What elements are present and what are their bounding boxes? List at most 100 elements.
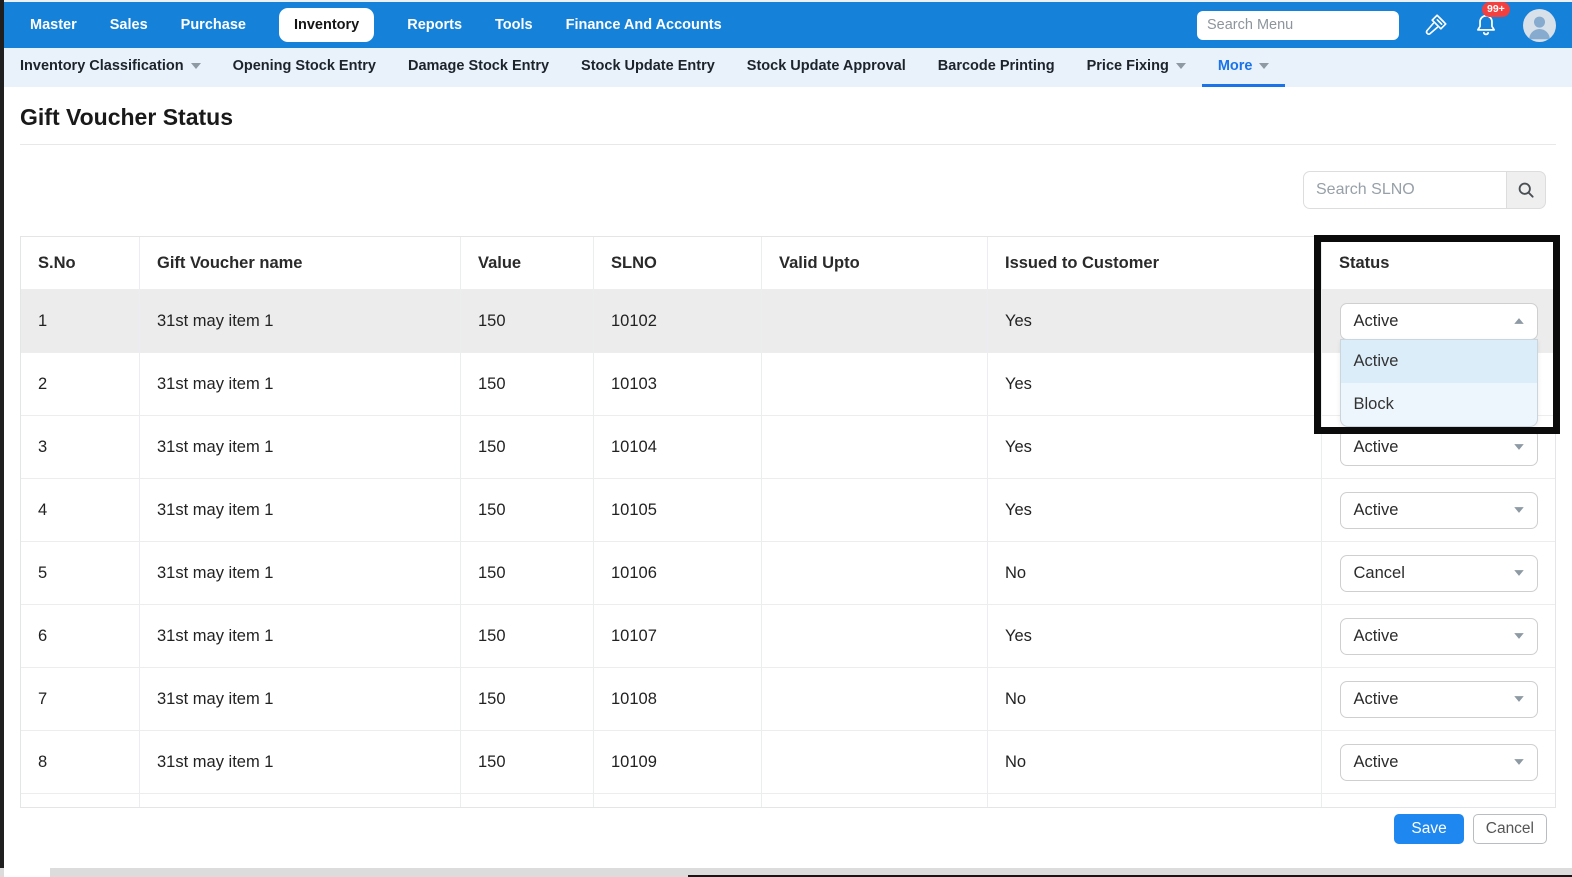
cell-status: Active: [1322, 731, 1555, 793]
cell-valid-upto: [762, 542, 988, 604]
cell-voucher-name: 31st may item 1: [140, 416, 461, 478]
status-select[interactable]: Cancel: [1339, 554, 1538, 592]
frame-bottom-edge: [688, 875, 1572, 877]
subnav-item-opening-stock-entry[interactable]: Opening Stock Entry: [217, 48, 392, 87]
chevron-down-icon: [1513, 633, 1524, 639]
cell-valid-upto: [762, 605, 988, 667]
subnav-item-stock-update-entry[interactable]: Stock Update Entry: [565, 48, 731, 87]
status-select-value: Active: [1353, 689, 1399, 708]
status-select[interactable]: Active: [1339, 680, 1538, 718]
status-select[interactable]: Active: [1339, 743, 1538, 781]
subnav-item-inventory-classification[interactable]: Inventory Classification: [20, 48, 217, 87]
chevron-down-icon: [1513, 570, 1524, 576]
cell-status: Active Active Block: [1322, 290, 1555, 427]
cell-voucher-name: 31st may item 1: [140, 479, 461, 541]
top-navbar: Master Sales Purchase Inventory Reports Tools…: [0, 2, 1572, 48]
subnav-item-label: Stock Update Approval: [746, 58, 906, 74]
column-header-slno: SLNO: [594, 237, 762, 289]
gift-voucher-table: S.No Gift Voucher name Value SLNO Valid Upto…: [20, 236, 1556, 808]
nav-item-tools[interactable]: Tools: [495, 17, 533, 33]
status-select-value: Active: [1353, 311, 1399, 330]
status-option-active[interactable]: Active: [1340, 339, 1537, 383]
cell-voucher-name: 31st may item 1: [140, 353, 461, 415]
paint-brush-icon[interactable]: [1423, 12, 1449, 38]
page-title: Gift Voucher Status: [20, 104, 233, 130]
user-avatar[interactable]: [1523, 8, 1556, 42]
footer-actions: Save Cancel: [0, 814, 1547, 844]
cell-sno: 2: [21, 353, 140, 415]
status-select[interactable]: Active: [1339, 302, 1538, 340]
cell-slno: 10109: [594, 731, 762, 793]
cell-issued-to-customer: No: [988, 668, 1322, 730]
table-row: 1 31st may item 1 150 10102 Yes Active Active B…: [21, 289, 1555, 427]
status-select[interactable]: Active: [1339, 617, 1538, 655]
column-header-valid-upto: Valid Upto: [762, 237, 988, 289]
subnav-item-stock-update-approval[interactable]: Stock Update Approval: [731, 48, 922, 87]
cell-status: Active: [1322, 668, 1555, 730]
cell-value: 150: [461, 668, 594, 730]
subnav-item-damage-stock-entry[interactable]: Damage Stock Entry: [392, 48, 565, 87]
table-row: 2 31st may item 1 150 10103 Yes: [21, 352, 1555, 415]
table-row: 8 31st may item 1 150 10109 No Active: [21, 730, 1555, 793]
chevron-down-icon: [1259, 63, 1270, 69]
cell-value: 150: [461, 479, 594, 541]
subnav-item-label: More: [1217, 58, 1253, 74]
table-row: 4 31st may item 1 150 10105 Yes Active: [21, 478, 1555, 541]
cell-slno: 10106: [594, 542, 762, 604]
cell-status: Cancel: [1322, 542, 1555, 604]
cell-voucher-name: 31st may item 1: [140, 605, 461, 667]
cancel-button[interactable]: Cancel: [1472, 814, 1547, 844]
nav-item-sales[interactable]: Sales: [109, 17, 148, 33]
cell-voucher-name: 31st may item 1: [140, 290, 461, 352]
cell-sno: 3: [21, 416, 140, 478]
status-select-wrap: Active: [1339, 680, 1538, 718]
nav-item-purchase[interactable]: Purchase: [180, 17, 246, 33]
column-header-gift-voucher-name: Gift Voucher name: [140, 237, 461, 289]
cell-issued-to-customer: No: [988, 731, 1322, 793]
slno-search-input[interactable]: [1303, 171, 1506, 209]
chevron-down-icon: [1513, 696, 1524, 702]
subnav-item-more[interactable]: More: [1201, 48, 1286, 87]
bell-icon: [1477, 14, 1495, 36]
main-menu: Master Sales Purchase Inventory Reports Tools…: [30, 8, 722, 42]
search-icon: [1518, 182, 1534, 198]
save-button[interactable]: Save: [1394, 814, 1464, 844]
notification-badge: 99+: [1482, 2, 1510, 17]
title-divider: [20, 144, 1556, 145]
cell-slno: 10105: [594, 479, 762, 541]
subnav-item-price-fixing[interactable]: Price Fixing: [1071, 48, 1202, 87]
menu-search-input[interactable]: [1197, 10, 1399, 40]
inventory-submenu: Inventory Classification Opening Stock En…: [0, 48, 1572, 87]
cell-sno: 5: [21, 542, 140, 604]
nav-item-master[interactable]: Master: [30, 17, 77, 33]
cell-status: Active: [1322, 605, 1555, 667]
status-option-block[interactable]: Block: [1353, 394, 1394, 413]
cell-status: Active: [1322, 416, 1555, 478]
slno-search-button[interactable]: [1506, 171, 1546, 209]
table-row: 6 31st may item 1 150 10107 Yes Active: [21, 604, 1555, 667]
cell-value: 150: [461, 290, 594, 352]
column-header-status: Status: [1339, 253, 1390, 272]
cell-valid-upto: [762, 416, 988, 478]
notifications-button[interactable]: 99+: [1473, 2, 1510, 38]
cell-slno: 10104: [594, 416, 762, 478]
cell-sno: 7: [21, 668, 140, 730]
nav-item-reports[interactable]: Reports: [407, 17, 463, 33]
horizontal-scrollbar[interactable]: [0, 868, 1572, 877]
column-header-value: Value: [461, 237, 594, 289]
cell-issued-to-customer: Yes: [988, 416, 1322, 478]
nav-item-inventory[interactable]: Inventory: [278, 8, 375, 42]
status-select[interactable]: Active: [1339, 491, 1538, 529]
cell-sno: 6: [21, 605, 140, 667]
cell-issued-to-customer: Yes: [988, 605, 1322, 667]
subnav-item-barcode-printing[interactable]: Barcode Printing: [922, 48, 1071, 87]
status-select[interactable]: Active: [1339, 428, 1538, 466]
status-select-value: Cancel: [1353, 563, 1405, 582]
cell-issued-to-customer: Yes: [988, 353, 1322, 415]
cell-slno: 10102: [594, 290, 762, 352]
chevron-down-icon: [1513, 507, 1524, 513]
cell-issued-to-customer: No: [988, 542, 1322, 604]
chevron-down-icon: [1175, 63, 1186, 69]
nav-item-finance-and-accounts[interactable]: Finance And Accounts: [565, 17, 722, 33]
